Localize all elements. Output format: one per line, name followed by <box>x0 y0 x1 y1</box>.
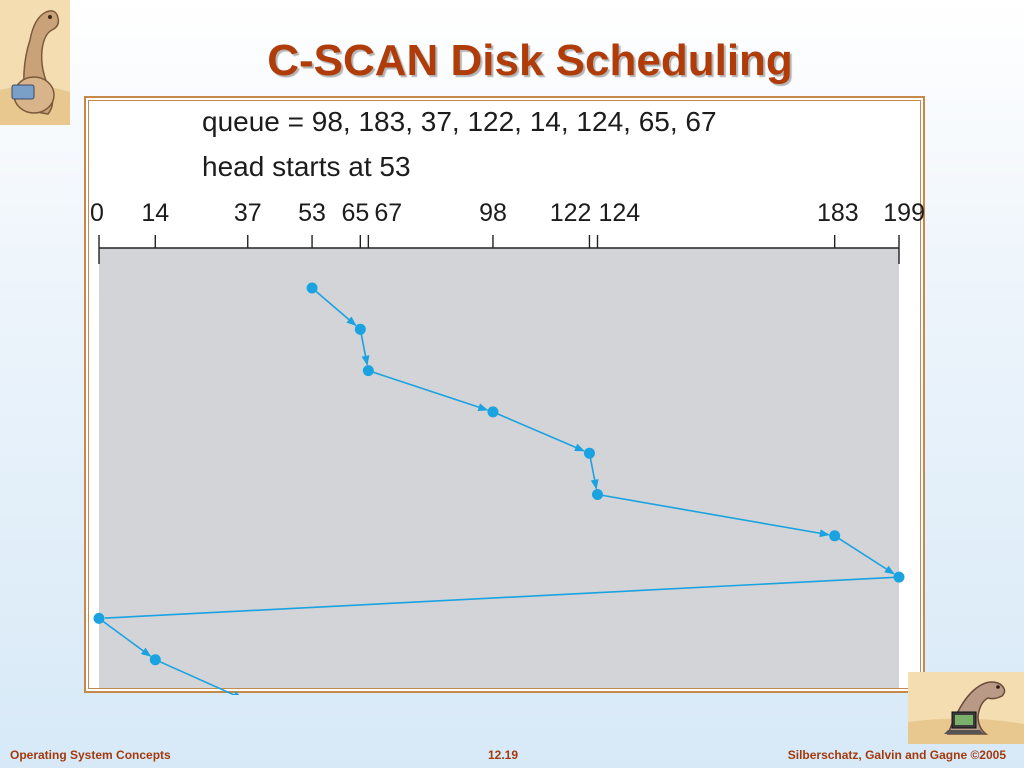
return-sweep-segment <box>104 576 900 619</box>
plot-area <box>99 248 899 688</box>
head-position-point <box>829 530 841 542</box>
dinosaur-icon <box>0 0 70 125</box>
cylinder-tick-label: 53 <box>298 199 326 227</box>
diagram-frame-inner <box>88 100 921 689</box>
dinosaur-laptop-icon <box>908 672 1024 744</box>
cylinder-ticks: 0 14 37 53 65 67 98 122 124 183 199 <box>90 199 925 264</box>
head-move-arrow <box>834 535 895 575</box>
head-position-point <box>149 654 161 666</box>
head-move-arrow <box>588 453 599 490</box>
footer-slide-number: 12.19 <box>488 748 519 762</box>
head-position-point <box>354 323 366 335</box>
head-position-point <box>93 612 105 624</box>
head-position-point <box>362 365 374 377</box>
cylinder-tick-label: 122 <box>550 199 592 227</box>
head-path <box>93 282 905 695</box>
head-position-point <box>487 406 499 418</box>
footer-course: Operating System Concepts <box>10 748 171 762</box>
queue-text: queue = 98, 183, 37, 122, 14, 124, 65, 6… <box>202 106 717 137</box>
cylinder-tick-label: 0 <box>90 199 104 227</box>
slide-title: C-SCAN Disk Scheduling <box>267 36 793 85</box>
cylinder-tick-label: 183 <box>817 199 859 227</box>
head-move-arrow <box>154 658 244 695</box>
cylinder-tick-label: 98 <box>479 199 507 227</box>
cylinder-tick-label: 67 <box>374 199 402 227</box>
cylinder-tick-label: 65 <box>341 199 369 227</box>
head-move-arrow <box>492 411 585 452</box>
head-position-point <box>583 447 595 459</box>
cylinder-tick-label: 199 <box>883 199 925 227</box>
head-position-point <box>306 282 318 294</box>
diagram-frame: queue = 98, 183, 37, 122, 14, 124, 65, 6… <box>84 96 925 695</box>
c-scan-diagram: queue = 98, 183, 37, 122, 14, 124, 65, 6… <box>90 106 925 695</box>
head-position-point <box>893 571 905 583</box>
head-position-point <box>591 489 603 500</box>
head-move-arrow <box>368 369 489 411</box>
head-move-arrow <box>311 287 357 327</box>
cylinder-tick-label: 124 <box>598 199 640 227</box>
footer-copyright: Silberschatz, Galvin and Gagne ©2005 <box>787 748 1006 762</box>
head-move-arrow <box>597 493 830 538</box>
cylinder-tick-label: 37 <box>234 199 262 227</box>
head-move-arrow <box>359 329 370 366</box>
head-start-text: head starts at 53 <box>202 151 411 182</box>
cylinder-tick-label: 14 <box>141 199 169 227</box>
head-move-arrow <box>98 617 152 657</box>
